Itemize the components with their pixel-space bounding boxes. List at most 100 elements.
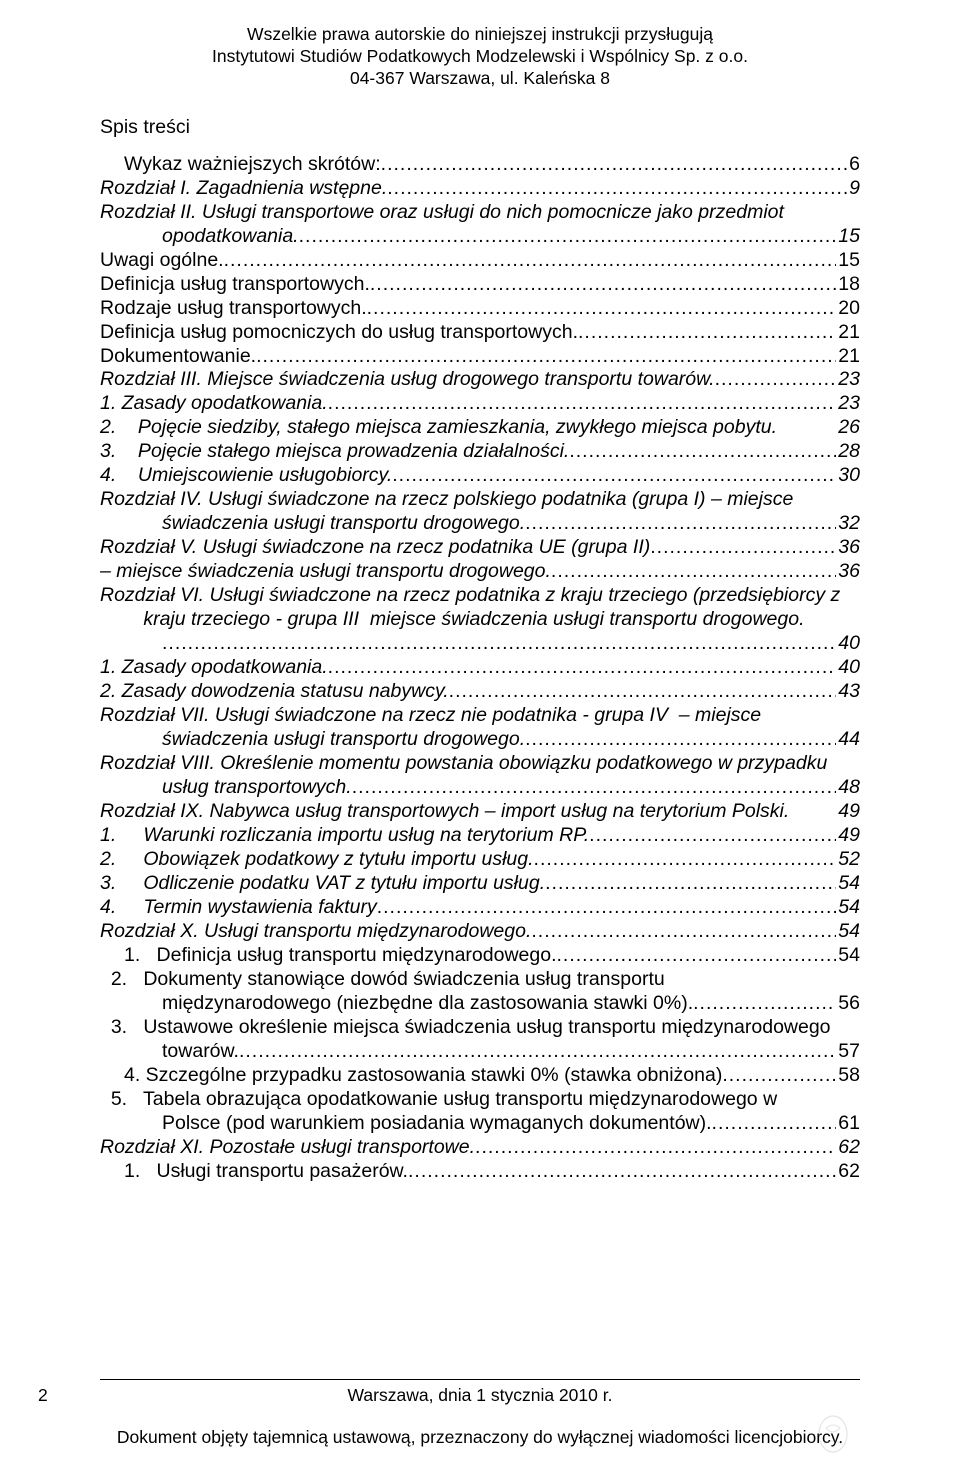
toc-entry: 1. Definicja usług transportu międzynaro… [100, 944, 860, 968]
toc-label: Dokumentowanie. [100, 345, 256, 369]
toc-leader-dots [557, 944, 837, 968]
toc-leader-dots [377, 896, 837, 920]
toc-leader-dots [715, 368, 837, 392]
toc-entry: Uwagi ogólne. 15 [100, 249, 860, 273]
toc-entry: 2. Zasady dowodzenia statusu nabywcy. 43 [100, 680, 860, 704]
toc-leader-dots [722, 1064, 836, 1088]
toc-entry: Rozdział VIII. Określenie momentu powsta… [100, 752, 860, 776]
toc-leader-dots [578, 321, 836, 345]
toc-entry: Rozdział III. Miejsce świadczenia usług … [100, 368, 860, 392]
toc-page-number: 23 [836, 368, 860, 392]
toc-page-number: 21 [836, 345, 860, 369]
toc-label: opodatkowania. [100, 225, 299, 249]
toc-leader-dots [239, 1040, 836, 1064]
toc-entry: Rozdział X. Usługi transportu międzynaro… [100, 920, 860, 944]
toc-label: 1. Warunki rozliczania importu usług na … [100, 824, 589, 848]
toc-entry: Rozdział V. Usługi świadczone na rzecz p… [100, 536, 860, 560]
header-line-1: Wszelkie prawa autorskie do niniejszej i… [100, 24, 860, 46]
toc-label: 2. Obowiązek podatkowy z tytułu importu … [100, 848, 534, 872]
toc-page-number: 9 [847, 177, 860, 201]
toc-page-number: 62 [836, 1160, 860, 1184]
toc-label: Definicja usług pomocniczych do usług tr… [100, 321, 578, 345]
toc-entry: Definicja usług pomocniczych do usług tr… [100, 321, 860, 345]
toc-label: świadczenia usługi transportu drogowego. [100, 728, 525, 752]
toc-label: Rodzaje usług transportowych. [100, 297, 367, 321]
toc-label: 1. Zasady opodatkowania. [100, 656, 328, 680]
toc-page-number: 56 [836, 992, 860, 1016]
toc-entry: opodatkowania.15 [100, 225, 860, 249]
toc-entry: Rozdział VI. Usługi świadczone na rzecz … [100, 584, 860, 608]
toc-label: towarów. [100, 1040, 239, 1064]
toc-label: Uwagi ogólne. [100, 249, 224, 273]
toc-page-number: 18 [836, 273, 860, 297]
toc-entry: usług transportowych.48 [100, 776, 860, 800]
toc-entry: 1. Zasady opodatkowania.23 [100, 392, 860, 416]
toc-page-number: 49 [836, 800, 860, 824]
toc-leader-dots [367, 297, 837, 321]
toc-label: 2. Zasady dowodzenia statusu nabywcy. [100, 680, 449, 704]
toc-page-number: 20 [836, 297, 860, 321]
toc-page-number: 40 [836, 656, 860, 680]
header-line-3: 04-367 Warszawa, ul. Kaleńska 8 [100, 68, 860, 90]
toc-page-number: 15 [836, 249, 860, 273]
toc-entry: Rozdział I. Zagadnienia wstępne. 9 [100, 177, 860, 201]
toc-label: świadczenia usługi transportu drogowego. [100, 512, 525, 536]
toc-page-number: 49 [836, 824, 860, 848]
toc-page-number: 54 [836, 920, 860, 944]
toc-page-number: 32 [836, 512, 860, 536]
footer-city-date: Warszawa, dnia 1 stycznia 2010 r. [0, 1385, 960, 1406]
toc-entry: towarów. 57 [100, 1040, 860, 1064]
toc-label: Rozdział I. Zagadnienia wstępne. [100, 177, 387, 201]
toc-page-number: 61 [836, 1112, 860, 1136]
toc-entry: 2. Obowiązek podatkowy z tytułu importu … [100, 848, 860, 872]
toc-entry: 1. Warunki rozliczania importu usług na … [100, 824, 860, 848]
toc-entry: 4. Termin wystawienia faktury54 [100, 896, 860, 920]
toc-leader-dots [256, 345, 836, 369]
toc-page-number: 6 [847, 153, 860, 177]
toc-page-number: 54 [836, 872, 860, 896]
toc-leader-dots [162, 632, 836, 656]
toc-label: 2. Pojęcie siedziby, stałego miejsca zam… [100, 416, 777, 440]
toc-label: 1. Zasady opodatkowania. [100, 392, 328, 416]
toc-label: 3. Odliczenie podatku VAT z tytułu impor… [100, 872, 545, 896]
toc-leader-dots [299, 225, 837, 249]
toc-leader-dots [352, 776, 837, 800]
toc-label: międzynarodowego (niezbędne dla zastosow… [100, 992, 693, 1016]
toc-entry: 3. Pojęcie stałego miejsca prowadzenia d… [100, 440, 860, 464]
toc-label: 4. Szczególne przypadku zastosowania sta… [100, 1064, 722, 1088]
toc-page-number: 40 [836, 632, 860, 656]
toc-label: Definicja usług transportowych. [100, 273, 370, 297]
toc-entry: 1. Zasady opodatkowania. 40 [100, 656, 860, 680]
toc-entry: Rozdział IX. Nabywca usług transportowyc… [100, 800, 860, 824]
toc-leader-dots [387, 177, 847, 201]
toc-label: Rozdział XI. Pozostałe usługi transporto… [100, 1136, 475, 1160]
toc-entry: Rozdział II. Usługi transportowe oraz us… [100, 201, 860, 225]
toc-page-number: 57 [836, 1040, 860, 1064]
toc-leader-dots [475, 1136, 836, 1160]
toc-entry: Rozdział VII. Usługi świadczone na rzecz… [100, 704, 860, 728]
toc-page-number: 58 [836, 1064, 860, 1088]
toc-page-number: 28 [836, 440, 860, 464]
toc-entry: 2. Dokumenty stanowiące dowód świadczeni… [100, 968, 860, 992]
toc-entry: Wykaz ważniejszych skrótów:6 [100, 153, 860, 177]
toc-label: Rozdział V. Usługi świadczone na rzecz p… [100, 536, 650, 560]
toc-label: 1. Usługi transportu pasażerów. [100, 1160, 408, 1184]
toc-label: 3. Pojęcie stałego miejsca prowadzenia d… [100, 440, 569, 464]
toc-entry: kraju trzeciego - grupa III miejsce świa… [100, 608, 860, 632]
toc-label: usług transportowych. [100, 776, 352, 800]
toc-entry: 1. Usługi transportu pasażerów. 62 [100, 1160, 860, 1184]
toc-label: 4. Umiejscowienie usługobiorcy. [100, 464, 392, 488]
toc-leader-dots [328, 656, 837, 680]
watermark-icon [816, 1414, 850, 1458]
toc-leader-dots [712, 1112, 837, 1136]
toc-leader-dots [370, 273, 836, 297]
toc-page-number: 52 [836, 848, 860, 872]
toc-leader-dots [569, 440, 836, 464]
copyright-header: Wszelkie prawa autorskie do niniejszej i… [100, 24, 860, 90]
toc-leader-dots [545, 872, 836, 896]
toc-page-number: 62 [836, 1136, 860, 1160]
toc-leader-dots [408, 1160, 836, 1184]
toc-page-number: 43 [836, 680, 860, 704]
toc-label: – miejsce świadczenia usługi transportu … [100, 560, 551, 584]
toc-label: Polsce (pod warunkiem posiadania wymagan… [100, 1112, 712, 1136]
